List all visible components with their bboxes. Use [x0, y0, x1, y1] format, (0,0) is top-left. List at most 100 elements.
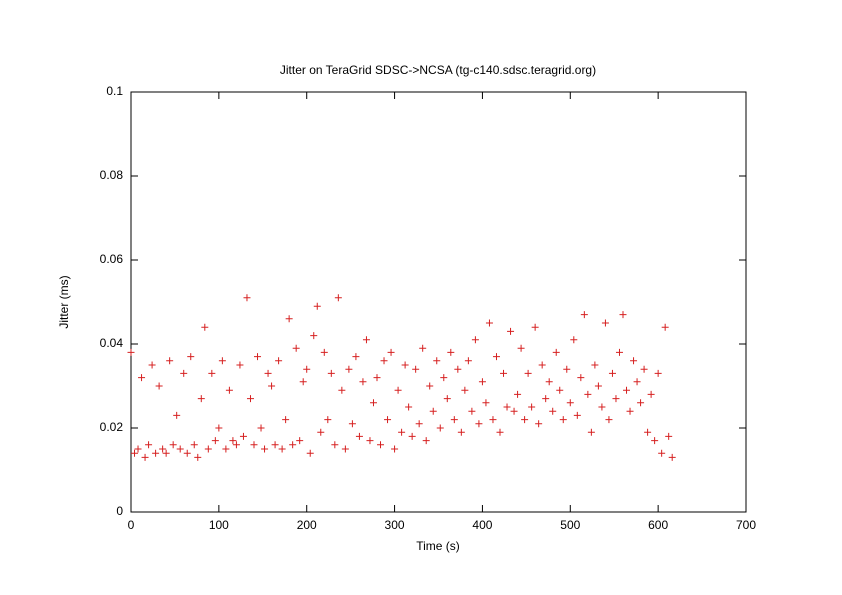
y-tick-label: 0: [116, 504, 123, 518]
x-tick-label: 300: [385, 518, 405, 532]
point: [521, 416, 529, 424]
point: [197, 395, 205, 403]
point: [514, 390, 522, 398]
point: [352, 353, 360, 361]
x-tick-label: 200: [297, 518, 317, 532]
point: [282, 416, 290, 424]
point: [194, 453, 202, 461]
point: [268, 382, 276, 390]
point: [450, 416, 458, 424]
x-axis-label: Time (s): [416, 539, 460, 553]
point: [345, 365, 353, 373]
point: [303, 365, 311, 373]
point: [665, 432, 673, 440]
point: [549, 407, 557, 415]
point: [331, 441, 339, 449]
point: [394, 386, 402, 394]
point: [232, 441, 240, 449]
point: [292, 344, 300, 352]
point: [278, 445, 286, 453]
point: [630, 357, 638, 365]
point: [296, 437, 304, 445]
point: [528, 403, 536, 411]
point: [461, 386, 469, 394]
point: [373, 374, 381, 382]
point: [556, 386, 564, 394]
point: [580, 311, 588, 319]
point: [359, 378, 367, 386]
point: [401, 361, 409, 369]
point: [517, 344, 525, 352]
point: [559, 416, 567, 424]
point: [131, 449, 139, 457]
point: [633, 378, 641, 386]
point: [166, 357, 174, 365]
point: [215, 424, 223, 432]
x-tick-label: 500: [560, 518, 580, 532]
point: [566, 399, 574, 407]
point: [250, 441, 258, 449]
point: [644, 428, 652, 436]
point: [348, 420, 356, 428]
point: [257, 424, 265, 432]
x-tick-label: 400: [472, 518, 492, 532]
point: [285, 315, 293, 323]
point: [563, 365, 571, 373]
point: [225, 386, 233, 394]
point: [577, 374, 585, 382]
point: [601, 319, 609, 327]
y-tick-label: 0.1: [106, 84, 123, 98]
point: [138, 374, 146, 382]
point: [436, 424, 444, 432]
point: [587, 428, 595, 436]
point: [464, 357, 472, 365]
point: [524, 369, 532, 377]
point: [310, 332, 318, 340]
point: [362, 336, 370, 344]
point: [485, 319, 493, 327]
point: [535, 420, 543, 428]
point: [496, 428, 504, 436]
chart-title: Jitter on TeraGrid SDSC->NCSA (tg-c140.s…: [280, 63, 596, 77]
point: [661, 323, 669, 331]
point: [584, 390, 592, 398]
point: [176, 445, 184, 453]
point: [384, 416, 392, 424]
point: [218, 357, 226, 365]
point: [169, 441, 177, 449]
point: [134, 445, 142, 453]
point: [433, 357, 441, 365]
point: [243, 294, 251, 302]
y-tick-label: 0.06: [100, 252, 124, 266]
point: [475, 420, 483, 428]
point: [598, 403, 606, 411]
point: [229, 437, 237, 445]
point: [447, 348, 455, 356]
point: [573, 411, 581, 419]
point: [324, 416, 332, 424]
point: [415, 420, 423, 428]
point: [211, 437, 219, 445]
y-tick-label: 0.02: [100, 420, 124, 434]
point: [148, 361, 156, 369]
point: [398, 428, 406, 436]
point: [317, 428, 325, 436]
point: [668, 453, 676, 461]
point: [355, 432, 363, 440]
point: [299, 378, 307, 386]
point: [289, 441, 297, 449]
plot-frame: [130, 91, 747, 513]
point: [422, 437, 430, 445]
point: [419, 344, 427, 352]
x-tick-label: 100: [209, 518, 229, 532]
point: [500, 369, 508, 377]
x-tick-label: 0: [128, 518, 135, 532]
point: [457, 428, 465, 436]
point: [651, 437, 659, 445]
point: [440, 374, 448, 382]
point: [429, 407, 437, 415]
point: [201, 323, 209, 331]
point: [264, 369, 272, 377]
point: [619, 311, 627, 319]
point: [320, 348, 328, 356]
